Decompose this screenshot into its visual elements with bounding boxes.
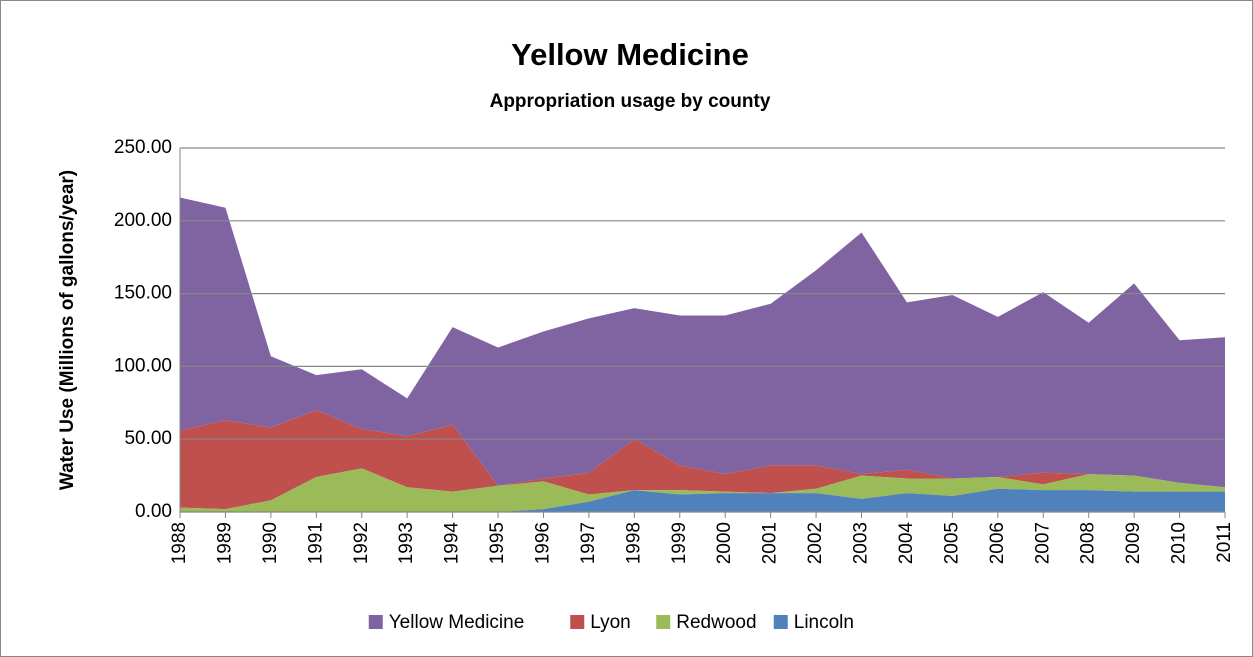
y-tick-label: 250.00	[114, 137, 172, 158]
x-tick-label: 2001	[760, 522, 781, 564]
x-tick-label: 2010	[1169, 522, 1190, 564]
legend-label: Lyon	[590, 612, 631, 633]
x-tick-label: 1990	[260, 522, 281, 564]
legend-label: Redwood	[676, 612, 756, 633]
x-tick-label: 2008	[1078, 522, 1099, 564]
y-tick-label: 150.00	[114, 283, 172, 304]
legend-label: Lincoln	[794, 612, 854, 633]
y-axis-label: Water Use (Millions of gallons/year)	[57, 170, 78, 490]
x-tick-label: 1996	[532, 522, 553, 564]
plot-area	[180, 197, 1225, 512]
legend-swatch	[773, 615, 788, 629]
x-tick-label: 2005	[941, 522, 962, 564]
legend-swatch	[656, 615, 671, 629]
chart-title: Yellow Medicine	[511, 37, 749, 72]
legend-label: Yellow Medicine	[389, 612, 525, 633]
x-tick-label: 1994	[442, 522, 463, 565]
x-tick-label: 1995	[487, 522, 508, 564]
area	[180, 410, 1225, 510]
y-tick-label: 100.00	[114, 355, 172, 376]
area	[180, 488, 1225, 512]
legend-swatch	[570, 615, 585, 629]
x-tick-label: 1999	[669, 522, 690, 564]
x-tick-label: 2003	[851, 522, 872, 564]
x-tick-label: 1997	[578, 522, 599, 564]
legend-swatch	[368, 615, 383, 629]
x-tick-label: 1993	[396, 522, 417, 564]
y-tick-label: 0.00	[135, 501, 172, 522]
x-tick-label: 2006	[987, 522, 1008, 564]
x-tick-label: 1992	[351, 522, 372, 564]
x-tick-label: 2004	[896, 522, 917, 565]
x-tick-label: 2000	[714, 522, 735, 564]
x-tick-label: 1991	[305, 522, 326, 564]
x-tick-label: 2002	[805, 522, 826, 564]
x-tick-label: 2011	[1214, 522, 1235, 563]
x-tick-label: 2007	[1032, 522, 1053, 564]
x-tick-label: 1998	[623, 522, 644, 564]
y-tick-label: 200.00	[114, 210, 172, 231]
area	[180, 197, 1225, 488]
area	[180, 468, 1225, 512]
chart-subtitle: Appropriation usage by county	[490, 91, 771, 112]
x-tick-label: 1989	[214, 522, 235, 564]
x-tick-label: 2009	[1123, 522, 1144, 564]
y-tick-label: 50.00	[124, 428, 172, 449]
x-tick-label: 1988	[169, 522, 190, 564]
